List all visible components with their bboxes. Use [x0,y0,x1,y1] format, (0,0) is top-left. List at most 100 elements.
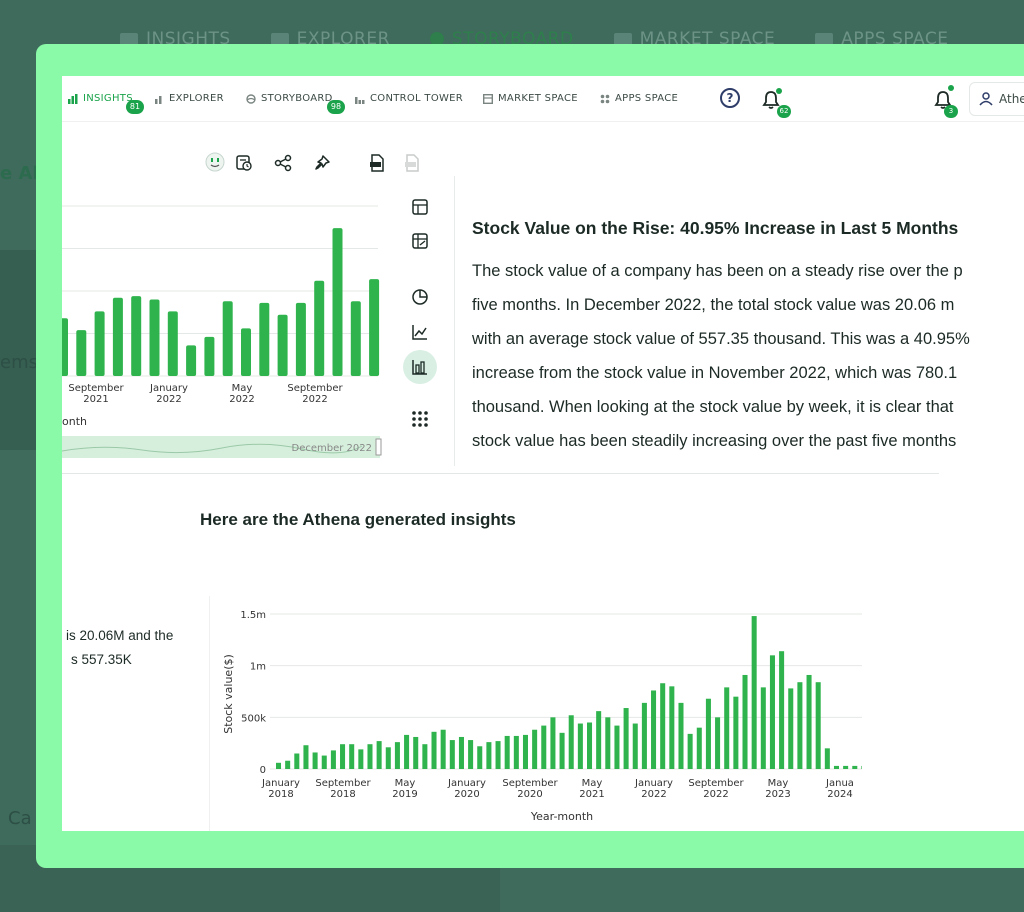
bar-chart-icon [68,93,78,104]
pin-icon[interactable] [313,154,331,172]
bar [614,725,620,769]
nav-label: EXPLORER [169,93,224,104]
x-tick-label: September [502,778,558,789]
bar [815,682,821,769]
bar [651,690,657,769]
y-tick-label: 0 [260,765,266,776]
nav-label: STORYBOARD [261,93,333,104]
main-chart-bars [276,616,862,769]
bar [76,330,87,376]
left-chart-gridlines [62,205,378,377]
bg-text: ems [0,352,38,373]
bar [62,318,68,376]
nav-insights[interactable]: INSIGHTS [68,93,133,104]
user-menu[interactable]: Athe [969,82,1024,116]
bar [340,744,346,769]
x-tick-label: 2021 [83,394,108,405]
summary-text: is 20.06M and the [66,628,174,643]
bar [314,280,325,376]
bar [285,760,291,769]
bar [843,765,849,769]
left-chart-x-labels: September 2021 January 2022 May 2022 Sep… [68,383,343,405]
bar [687,733,693,769]
insight-line: with an average stock value of 557.35 th… [472,330,970,348]
slider-handle[interactable] [375,438,382,456]
bar [367,744,373,769]
bar [350,301,361,376]
x-tick-label: 2020 [454,789,479,800]
bar [495,741,501,769]
bar [167,311,178,376]
pie-chart-icon[interactable] [411,288,429,306]
x-tick-label: September [315,778,371,789]
apps-grid-icon [600,94,610,103]
bar [833,765,840,769]
bar [294,753,300,769]
table-icon[interactable] [411,198,429,216]
more-grid-icon[interactable] [411,410,429,428]
apps-icon [815,33,834,45]
bar [449,740,455,769]
bar [760,687,766,769]
nav-market-space[interactable]: MARKET SPACE [483,93,578,104]
bar [596,711,602,769]
storyboard-icon [246,93,256,104]
bar [550,717,556,769]
x-axis-label: Year-month [530,810,593,823]
bar [632,723,638,769]
x-tick-label: September [287,383,343,394]
bg-text: Ca [8,808,32,829]
bar [852,765,858,769]
y-tick-label: 500k [241,713,266,724]
bar [824,748,830,769]
bar [678,702,684,769]
bar [532,729,538,769]
active-tool-highlight [403,350,437,384]
bar [422,744,428,769]
left-chart-bars [62,228,380,376]
tower-icon [355,96,365,104]
x-tick-label: 2022 [156,394,181,405]
x-tick-label: 2020 [517,789,542,800]
x-tick-label: 2018 [330,789,355,800]
ppt-icon[interactable] [403,154,421,172]
bar-chart-icon [120,33,138,45]
bar [369,279,380,376]
x-tick-label: May [768,778,789,789]
insights-badge: 81 [126,100,144,114]
x-tick-label: 2022 [703,789,728,800]
nav-apps-space[interactable]: APPS SPACE [600,93,678,104]
nav-explorer[interactable]: EXPLORER [154,93,224,104]
x-tick-label: January [447,778,486,789]
nav-control-tower[interactable]: CONTROL TOWER [355,93,463,104]
bar-chart-icon[interactable] [411,358,429,376]
bar-chart-icon [155,95,162,104]
bar [112,297,123,376]
bar [751,616,757,769]
bar [295,302,306,376]
app-window: INSIGHTS 81 EXPLORER STORYBOARD 98 CONTR… [62,76,1024,831]
notification-bell-icon[interactable] [762,90,780,110]
ai-assistant-icon[interactable] [205,152,225,172]
y-tick-label: 1m [250,662,266,673]
bar [742,674,748,769]
bell-dot [948,85,954,91]
schedule-report-icon[interactable] [235,154,253,172]
range-slider[interactable]: December 2022 [62,436,382,458]
x-tick-label: 2022 [302,394,327,405]
insight-line: five months. In December 2022, the total… [472,296,955,314]
market-icon [483,93,493,104]
bar [559,732,565,769]
help-icon[interactable]: ? [720,88,740,108]
explorer-icon [270,33,289,45]
bar [321,755,327,769]
insight-line: The stock value of a company has been on… [472,262,963,280]
nav-storyboard[interactable]: STORYBOARD [246,93,333,104]
pdf-icon[interactable] [368,154,386,172]
share-icon[interactable] [274,154,292,172]
pivot-table-icon[interactable] [411,232,429,250]
bar [312,752,318,769]
line-chart-icon[interactable] [411,323,429,341]
y-tick-label: 1.5m [240,610,266,621]
bar [394,742,400,769]
